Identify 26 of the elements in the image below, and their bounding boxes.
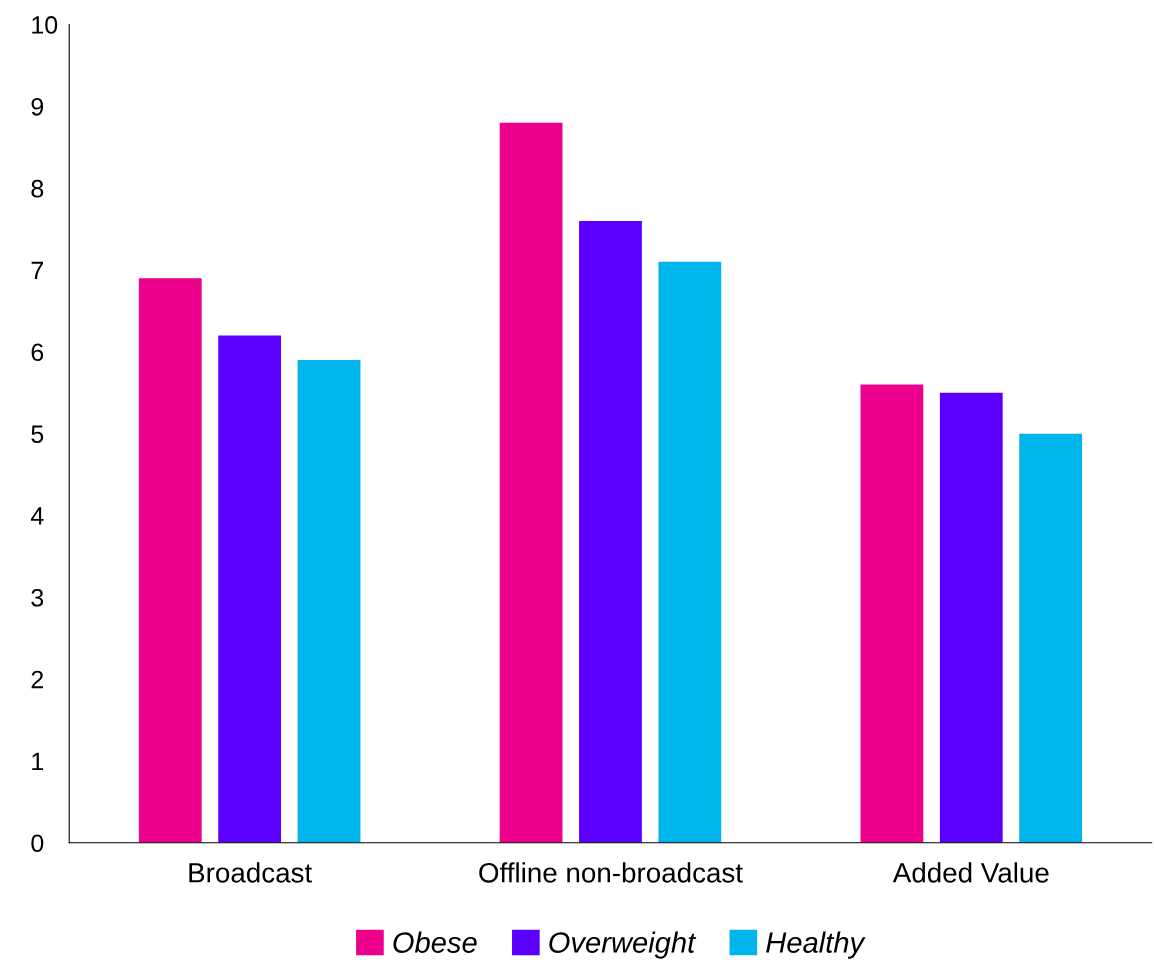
- y-tick-label: 6: [31, 343, 44, 362]
- y-tick-label: 8: [31, 179, 44, 198]
- bar: [658, 261, 722, 843]
- y-tick-label: 4: [30, 507, 44, 525]
- y-tick-label: 5: [31, 425, 44, 443]
- legend-label: Overweight: [549, 931, 697, 959]
- bar: [218, 335, 282, 843]
- y-tick-label: 10: [32, 16, 58, 34]
- legend-label: Healthy: [766, 931, 866, 959]
- bar: [1019, 433, 1083, 843]
- bar: [138, 278, 202, 843]
- y-tick-label: 2: [31, 670, 43, 689]
- legend-label: Obese: [393, 931, 477, 953]
- y-tick-label: 3: [31, 588, 44, 607]
- x-tick-label: Offline non-broadcast: [479, 862, 743, 883]
- bar: [860, 384, 924, 843]
- x-tick-label: Added Value: [892, 862, 1049, 883]
- x-tick-label: Broadcast: [189, 862, 312, 883]
- bar: [939, 392, 1003, 843]
- y-tick-label: 0: [31, 834, 44, 853]
- y-tick-label: 7: [31, 261, 43, 280]
- y-tick-label: 1: [32, 752, 44, 771]
- bar: [579, 220, 642, 843]
- bar: [499, 122, 563, 843]
- y-tick-label: 9: [31, 97, 44, 116]
- bar: [297, 360, 361, 843]
